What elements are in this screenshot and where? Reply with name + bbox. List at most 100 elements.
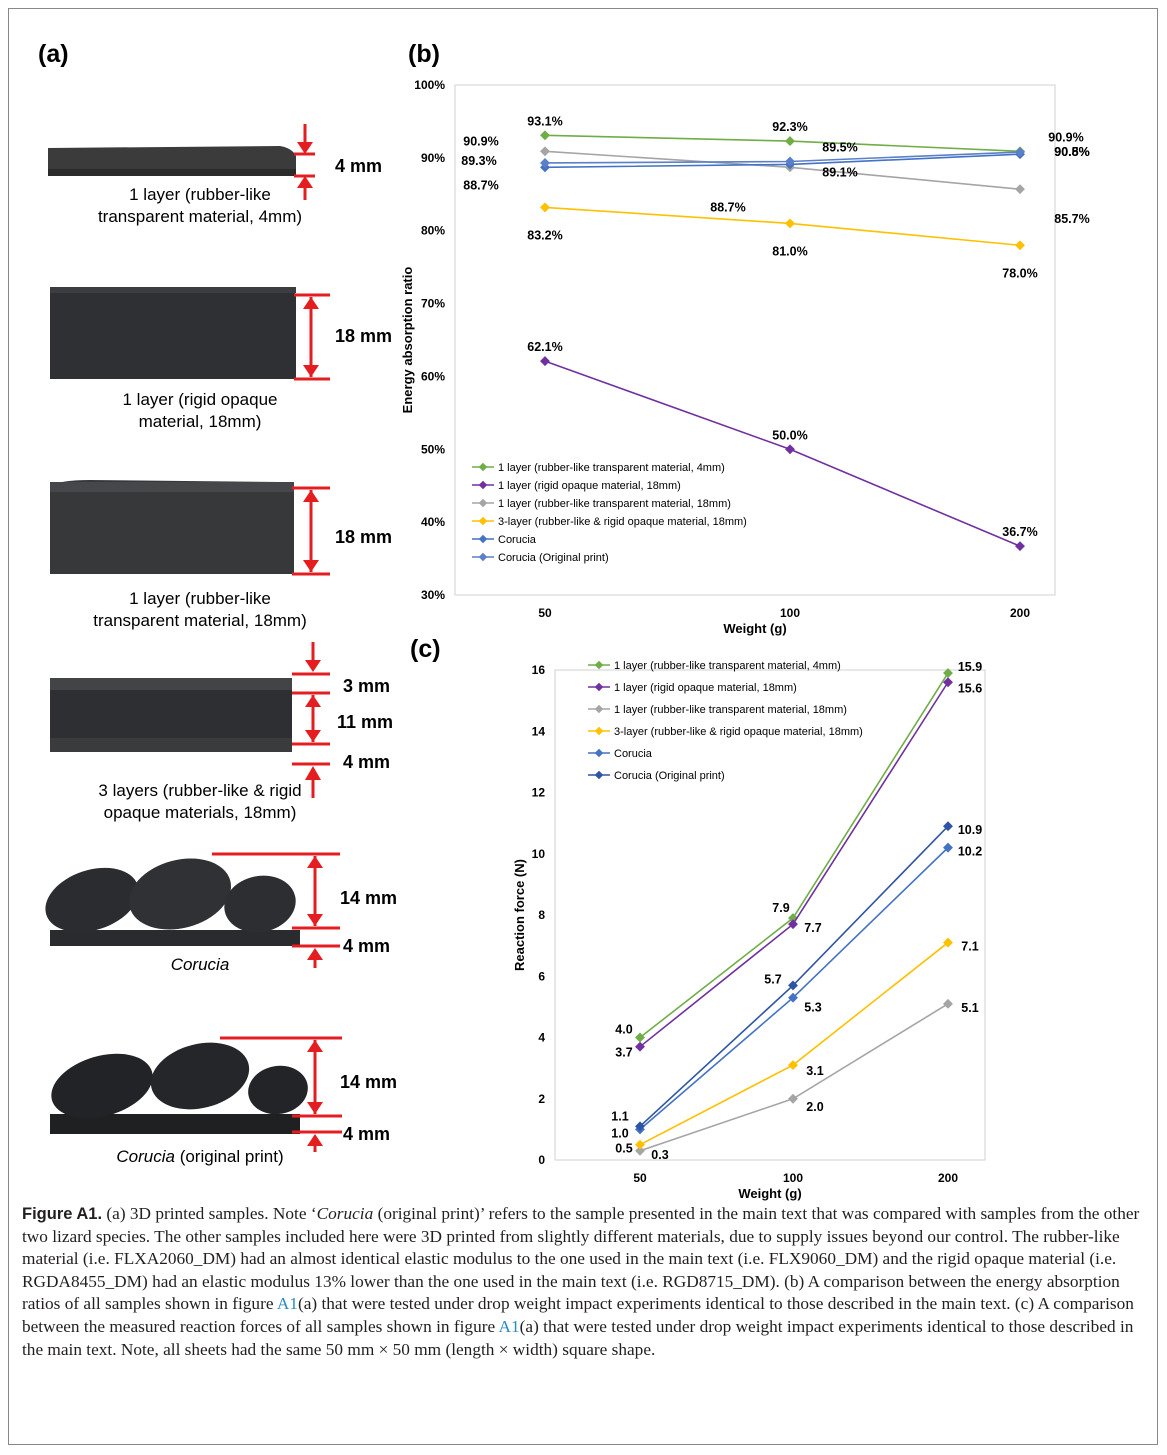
sample-3-image	[50, 480, 330, 576]
sample-6-dim-bottom: 4 mm	[343, 1124, 391, 1144]
b-legend-marker	[478, 462, 488, 472]
sample-4-dim-middle: 11 mm	[337, 712, 394, 732]
sample-photo-4: 3 mm 11 mm 4 mm 3 layers (rubber-like & …	[30, 640, 430, 825]
c-y-tick-label: 2	[538, 1092, 545, 1106]
b-data-point	[1015, 147, 1025, 157]
b-legend-entry: Corucia	[498, 534, 537, 546]
sample-photo-5: 14 mm 4 mm Corucia	[30, 848, 430, 978]
b-chart-svg: 30% 40% 50% 60% 70% 80% 90% 100% 50 100 200 Weight …	[400, 78, 1090, 636]
b-x-axis-label: Weight (g)	[723, 621, 786, 636]
c-data-point	[635, 1139, 645, 1150]
b-data-label: 88.7%	[463, 178, 498, 192]
c-data-label: 7.9	[772, 901, 789, 915]
b-plot-border	[454, 84, 1056, 596]
c-y-tick-label: 0	[538, 1153, 545, 1167]
c-plot-border	[554, 669, 986, 1161]
c-data-point	[788, 1060, 798, 1071]
b-legend-marker	[478, 498, 488, 508]
b-data-label: 81.0%	[772, 244, 807, 258]
c-data-label: 10.2	[958, 845, 982, 859]
b-data-point	[540, 130, 550, 141]
c-y-axis-label: Reaction force (N)	[512, 859, 527, 971]
b-legend-marker	[478, 534, 488, 544]
c-data-point	[943, 937, 953, 948]
b-data-label: 88.7%	[710, 200, 745, 214]
b-data-label: 85.7%	[1054, 212, 1089, 226]
b-y-tick-label: 60%	[421, 369, 445, 383]
b-data-point	[785, 218, 795, 229]
figure-ref-link[interactable]: A1	[276, 1294, 298, 1314]
c-data-point	[788, 992, 798, 1003]
c-data-point	[943, 821, 953, 832]
c-y-tick-label: 14	[532, 724, 546, 738]
sample-photo-2: 18 mm 1 layer (rigid opaque material, 18m…	[30, 283, 430, 443]
c-data-label: 2.0	[806, 1100, 823, 1114]
b-data-label: 62.1%	[527, 340, 562, 354]
c-legend-entry: 1 layer (rigid opaque material, 18mm)	[614, 682, 797, 694]
c-x-tick-label: 50	[633, 1171, 647, 1185]
b-data-label: 90.8%	[1054, 145, 1089, 159]
c-data-point	[943, 668, 953, 679]
b-legend-entry: 1 layer (rigid opaque material, 18mm)	[498, 480, 681, 492]
b-data-label: 89.5%	[822, 141, 857, 155]
sample-6-caption: Corucia (original print)	[116, 1147, 284, 1166]
b-data-point	[540, 158, 550, 168]
c-data-point	[943, 842, 953, 853]
b-legend-marker	[478, 480, 488, 490]
c-data-label: 0.5	[615, 1142, 632, 1156]
c-legend-marker	[594, 770, 604, 780]
b-legend-entry: 1 layer (rubber-like transparent materia…	[498, 498, 731, 510]
b-legend-entry: 3-layer (rubber-like & rigid opaque mate…	[498, 516, 747, 528]
b-data-point	[785, 156, 795, 167]
sample-6-dim-top: 14 mm	[340, 1072, 398, 1092]
c-legend-marker	[594, 660, 604, 670]
c-series-line	[639, 941, 949, 1146]
c-data-label: 5.3	[804, 1001, 821, 1015]
b-legend-entry: 1 layer (rubber-like transparent materia…	[498, 462, 725, 474]
c-data-point	[635, 1121, 645, 1132]
c-x-tick-label: 200	[938, 1171, 958, 1185]
b-y-tick-label: 40%	[421, 515, 445, 529]
c-data-label: 3.7	[615, 1046, 632, 1060]
b-data-label: 90.9%	[1048, 130, 1083, 144]
b-data-point	[540, 146, 550, 157]
sample-5-dim-top: 14 mm	[340, 888, 398, 908]
c-y-tick-label: 12	[532, 786, 546, 800]
sample-4-caption: 3 layers (rubber-like & rigid opaque mate…	[98, 781, 302, 822]
caption-label: Figure A1.	[22, 1205, 103, 1223]
b-data-point	[785, 136, 795, 147]
sample-1-dim: 4 mm	[335, 156, 383, 176]
c-data-label: 5.1	[961, 1001, 978, 1015]
c-legend-entry: 1 layer (rubber-like transparent materia…	[614, 704, 847, 716]
c-legend-entry: 1 layer (rubber-like transparent materia…	[614, 660, 841, 672]
sample-5-dim-bottom: 4 mm	[343, 936, 391, 956]
c-data-point	[788, 980, 798, 991]
sample-1-caption: 1 layer (rubber-like transparent material…	[97, 185, 303, 226]
b-data-label: 89.1%	[822, 165, 857, 179]
sample-photo-6: 14 mm 4 mm Corucia (original print)	[30, 1032, 430, 1172]
b-data-label: 36.7%	[1002, 525, 1037, 539]
sample-2-caption: 1 layer (rigid opaque material, 18mm)	[122, 390, 278, 431]
c-data-label: 1.0	[611, 1126, 628, 1140]
c-data-point	[788, 919, 798, 930]
b-series-line	[544, 134, 1021, 153]
c-y-tick-label: 8	[538, 908, 545, 922]
b-y-tick-label: 50%	[421, 442, 445, 456]
b-data-label: 89.3%	[461, 154, 496, 168]
c-data-label: 7.7	[804, 921, 821, 935]
sample-3-dim: 18 mm	[335, 527, 393, 547]
figure-caption: Figure A1. (a) 3D printed samples. Note …	[22, 1204, 1140, 1359]
c-data-label: 3.1	[806, 1064, 823, 1078]
b-y-tick-label: 100%	[414, 78, 445, 92]
c-y-tick-label: 6	[538, 969, 545, 983]
c-legend-entry: Corucia	[614, 748, 653, 760]
figure-ref-link[interactable]: A1	[498, 1316, 520, 1336]
b-y-tick-label: 80%	[421, 224, 445, 238]
b-data-label: 78.0%	[1002, 266, 1037, 280]
b-data-point	[540, 356, 550, 367]
b-data-point	[1015, 184, 1025, 195]
c-legend-marker	[594, 704, 604, 714]
c-data-label: 4.0	[615, 1023, 632, 1037]
b-legend-marker	[478, 552, 488, 562]
c-data-label: 15.9	[958, 660, 982, 674]
